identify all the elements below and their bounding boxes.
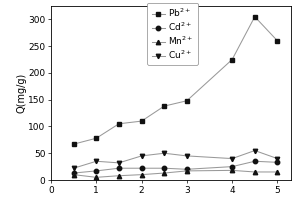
Mn$^{2+}$ [185, 170, 189, 172]
Cu$^{2+}$ [230, 157, 234, 160]
Pb$^{2+}$ [253, 16, 256, 18]
Pb$^{2+}$ [117, 123, 121, 125]
Mn$^{2+}$ [162, 172, 166, 174]
Mn$^{2+}$ [230, 169, 234, 172]
Pb$^{2+}$ [72, 143, 75, 145]
Pb$^{2+}$ [276, 40, 279, 42]
Pb$^{2+}$ [230, 58, 234, 61]
Cd$^{2+}$ [276, 161, 279, 164]
Line: Cd$^{2+}$: Cd$^{2+}$ [71, 159, 280, 175]
Pb$^{2+}$ [185, 100, 189, 102]
Mn$^{2+}$ [72, 173, 75, 176]
Cu$^{2+}$ [72, 167, 75, 169]
Cd$^{2+}$ [185, 168, 189, 170]
Mn$^{2+}$ [253, 171, 256, 173]
Cu$^{2+}$ [117, 162, 121, 164]
Mn$^{2+}$ [117, 175, 121, 177]
Cd$^{2+}$ [140, 167, 143, 169]
Mn$^{2+}$ [94, 176, 98, 179]
Mn$^{2+}$ [140, 173, 143, 176]
Pb$^{2+}$ [94, 137, 98, 139]
Cd$^{2+}$ [94, 170, 98, 172]
Cd$^{2+}$ [230, 165, 234, 168]
Cu$^{2+}$ [185, 155, 189, 157]
Cd$^{2+}$ [162, 167, 166, 169]
Pb$^{2+}$ [162, 105, 166, 107]
Legend: Pb$^{2+}$, Cd$^{2+}$, Mn$^{2+}$, Cu$^{2+}$: Pb$^{2+}$, Cd$^{2+}$, Mn$^{2+}$, Cu$^{2+… [147, 3, 198, 65]
Cu$^{2+}$ [94, 160, 98, 162]
Cu$^{2+}$ [140, 155, 143, 157]
Mn$^{2+}$ [276, 171, 279, 173]
Cu$^{2+}$ [253, 149, 256, 152]
Cd$^{2+}$ [253, 160, 256, 162]
Line: Pb$^{2+}$: Pb$^{2+}$ [71, 14, 280, 146]
Y-axis label: Q(mg/g): Q(mg/g) [17, 73, 27, 113]
Cd$^{2+}$ [117, 167, 121, 169]
Line: Cu$^{2+}$: Cu$^{2+}$ [71, 148, 280, 170]
Cu$^{2+}$ [276, 157, 279, 160]
Cu$^{2+}$ [162, 152, 166, 154]
Cd$^{2+}$ [72, 172, 75, 174]
Line: Mn$^{2+}$: Mn$^{2+}$ [71, 168, 280, 180]
Pb$^{2+}$ [140, 120, 143, 122]
